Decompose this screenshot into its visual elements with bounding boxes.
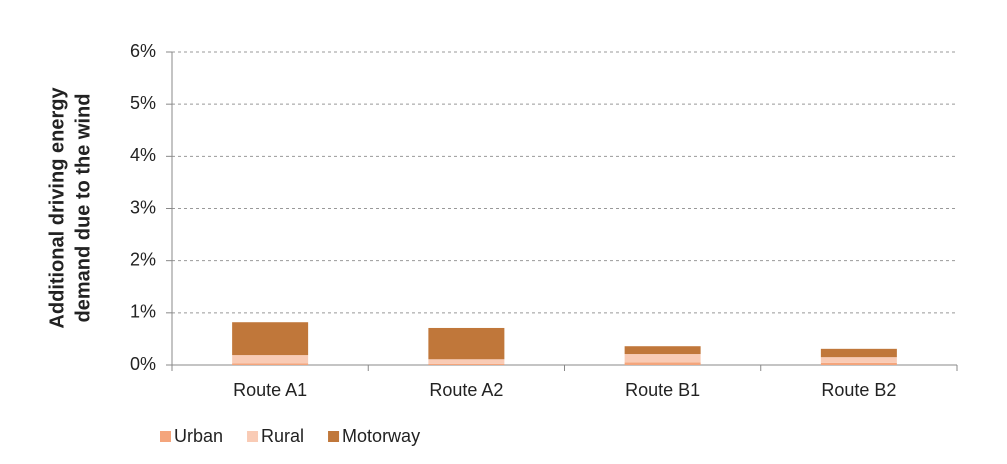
y-tick-label: 3%: [130, 197, 156, 217]
y-tick-label: 2%: [130, 249, 156, 269]
x-tick-label: Route A1: [233, 380, 307, 400]
y-axis-label: demand due to the wind: [72, 94, 94, 323]
legend-swatch: [328, 431, 340, 442]
legend-swatch: [160, 431, 171, 442]
y-tick-label: 6%: [130, 41, 156, 61]
bar-segment: [820, 362, 897, 365]
bar-segment: [232, 322, 309, 356]
x-tick-label: Route A2: [429, 380, 503, 400]
x-tick-label: Route B1: [625, 380, 700, 400]
legend-label: Motorway: [342, 426, 420, 446]
bar-segment: [428, 327, 505, 360]
legend-swatch: [247, 431, 259, 442]
bar-segment: [428, 359, 505, 364]
bar-segment: [820, 357, 897, 363]
bar-segment: [232, 355, 309, 364]
bar-segment: [232, 363, 309, 365]
bar-segment: [624, 346, 701, 355]
bar-segment: [820, 348, 897, 358]
y-tick-label: 0%: [130, 354, 156, 374]
x-tick-label: Route B2: [821, 380, 896, 400]
legend-label: Urban: [174, 426, 223, 446]
y-tick-label: 1%: [130, 302, 156, 322]
bar-segment: [624, 354, 701, 363]
y-tick-label: 5%: [130, 93, 156, 113]
y-axis-label: Additional driving energy: [46, 87, 68, 329]
bar-segment: [428, 363, 505, 365]
y-tick-label: 4%: [130, 145, 156, 165]
legend-label: Rural: [261, 426, 304, 446]
bar-segment: [624, 362, 701, 365]
